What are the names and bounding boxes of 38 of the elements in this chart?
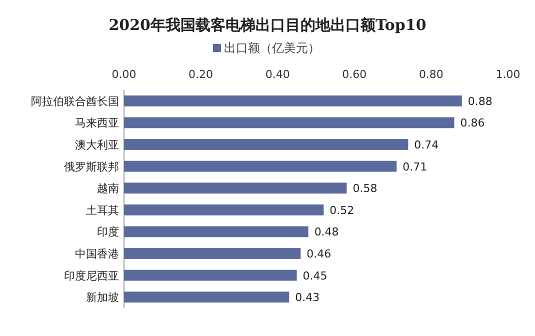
bar [124, 182, 347, 194]
bar [124, 204, 324, 216]
x-tick-label: 0.40 [265, 68, 290, 81]
chart-title: 2020年我国载客电梯出口目的地出口额Top10 [108, 16, 426, 34]
bar [124, 95, 462, 106]
y-tick-label: 土耳其 [86, 204, 119, 217]
x-tick-label: 0.20 [188, 68, 214, 81]
y-tick-label: 越南 [97, 182, 119, 196]
y-tick-label: 阿拉伯联合酋长国 [31, 94, 119, 108]
x-tick-label: 0.00 [112, 68, 136, 81]
data-label: 0.45 [302, 269, 328, 282]
legend-label: 出口额（亿美元） [224, 41, 320, 55]
y-tick-label: 马来西亚 [75, 116, 119, 130]
y-tick-label: 澳大利亚 [75, 138, 119, 152]
data-label: 0.86 [460, 116, 485, 130]
x-tick-label: 1.00 [496, 68, 520, 81]
data-label: 0.46 [306, 248, 332, 260]
y-tick-label: 俄罗斯联邦 [64, 160, 119, 174]
bar [124, 270, 297, 281]
bar [124, 226, 308, 238]
data-label: 0.71 [402, 160, 428, 174]
y-tick-label: 中国香港 [75, 248, 119, 260]
data-label: 0.58 [352, 182, 378, 196]
data-label: 0.48 [314, 226, 339, 239]
y-tick-label: 印度尼西亚 [64, 269, 119, 282]
bar [124, 139, 408, 150]
x-tick-label: 0.60 [342, 68, 367, 81]
data-label: 0.52 [330, 204, 354, 217]
bar [124, 292, 290, 303]
bar [124, 248, 301, 259]
bar [124, 117, 454, 128]
bar [124, 160, 397, 172]
y-tick-label: 印度 [97, 226, 119, 239]
data-label: 0.74 [414, 138, 439, 152]
y-tick-label: 新加坡 [86, 291, 119, 304]
data-label: 0.88 [468, 94, 492, 108]
x-tick-label: 0.80 [418, 68, 444, 81]
data-label: 0.43 [295, 291, 320, 304]
